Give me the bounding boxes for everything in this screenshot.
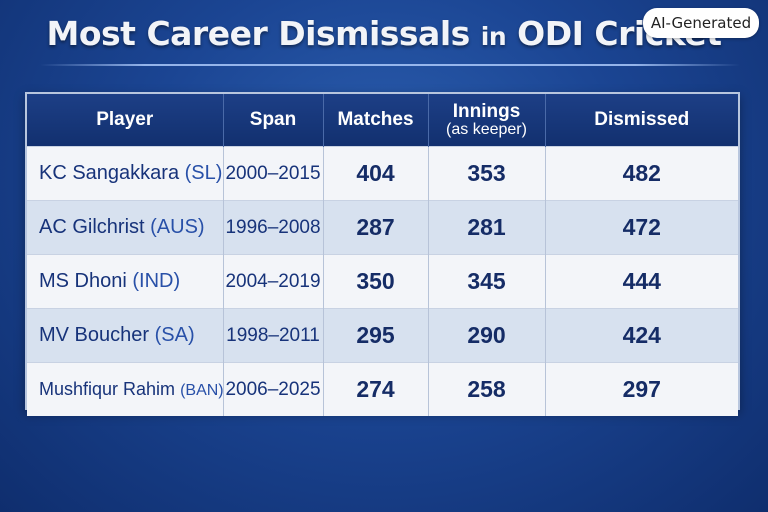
- player-cell: AC Gilchrist (AUS): [27, 200, 224, 255]
- span-cell: 2000–2015: [223, 146, 324, 201]
- header-matches: Matches: [323, 94, 429, 147]
- player-cell: Mushfiqur Rahim (BAN): [27, 362, 224, 416]
- dismissed-cell: 424: [545, 308, 738, 363]
- span-cell: 2004–2019: [223, 254, 324, 309]
- player-name: AC Gilchrist: [39, 216, 145, 238]
- dismissed-cell: 482: [545, 146, 738, 201]
- matches-cell: 295: [323, 308, 429, 363]
- player-name: MV Boucher: [39, 324, 150, 346]
- dismissed-cell: 297: [545, 362, 738, 416]
- header-player: Player: [27, 94, 224, 147]
- span-cell: 2006–2025: [223, 362, 324, 416]
- player-country: (SA): [154, 324, 195, 346]
- matches-cell: 404: [323, 146, 429, 201]
- header-dismissed: Dismissed: [545, 94, 738, 147]
- table-row: Mushfiqur Rahim (BAN) 2006–2025 274 258 …: [27, 362, 738, 416]
- player-cell: MS Dhoni (IND): [27, 254, 224, 309]
- table-header-row: Player Span Matches Innings (as keeper) …: [27, 94, 738, 147]
- innings-cell: 353: [428, 146, 546, 201]
- matches-cell: 287: [323, 200, 429, 255]
- dismissals-table-container: Player Span Matches Innings (as keeper) …: [25, 92, 740, 416]
- player-name: MS Dhoni: [39, 270, 127, 292]
- title-main: Most Career Dismissals: [46, 14, 471, 53]
- dismissals-table: Player Span Matches Innings (as keeper) …: [27, 94, 738, 416]
- header-innings: Innings (as keeper): [428, 94, 546, 147]
- player-country: (AUS): [150, 216, 205, 238]
- table-row: AC Gilchrist (AUS) 1996–2008 287 281 472: [27, 200, 738, 255]
- table-row: MS Dhoni (IND) 2004–2019 350 345 444: [27, 254, 738, 309]
- player-country: (IND): [132, 270, 181, 292]
- matches-cell: 350: [323, 254, 429, 309]
- player-country: (BAN): [180, 382, 224, 399]
- span-cell: 1996–2008: [223, 200, 324, 255]
- matches-cell: 274: [323, 362, 429, 416]
- span-cell: 1998–2011: [223, 308, 324, 363]
- innings-cell: 290: [428, 308, 546, 363]
- header-innings-sub: (as keeper): [446, 120, 527, 138]
- player-name: Mushfiqur Rahim: [39, 379, 176, 399]
- table-row: KC Sangakkara (SL) 2000–2015 404 353 482: [27, 146, 738, 201]
- ai-generated-badge: AI-Generated: [643, 8, 759, 38]
- dismissed-cell: 472: [545, 200, 738, 255]
- dismissed-cell: 444: [545, 254, 738, 309]
- player-name: KC Sangakkara: [39, 162, 180, 184]
- player-cell: MV Boucher (SA): [27, 308, 224, 363]
- title-in: in: [480, 22, 507, 51]
- innings-cell: 258: [428, 362, 546, 416]
- player-country: (SL): [184, 162, 223, 184]
- player-cell: KC Sangakkara (SL): [27, 146, 224, 201]
- innings-cell: 345: [428, 254, 546, 309]
- table-row: MV Boucher (SA) 1998–2011 295 290 424: [27, 308, 738, 363]
- title-divider: [40, 64, 740, 66]
- header-span: Span: [223, 94, 324, 147]
- innings-cell: 281: [428, 200, 546, 255]
- header-innings-label: Innings: [452, 100, 521, 122]
